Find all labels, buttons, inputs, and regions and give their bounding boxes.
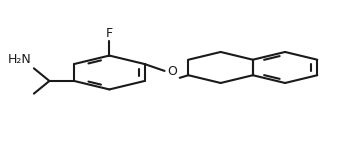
Text: F: F [106,27,113,40]
Text: O: O [167,65,177,78]
Text: H₂N: H₂N [7,53,31,66]
